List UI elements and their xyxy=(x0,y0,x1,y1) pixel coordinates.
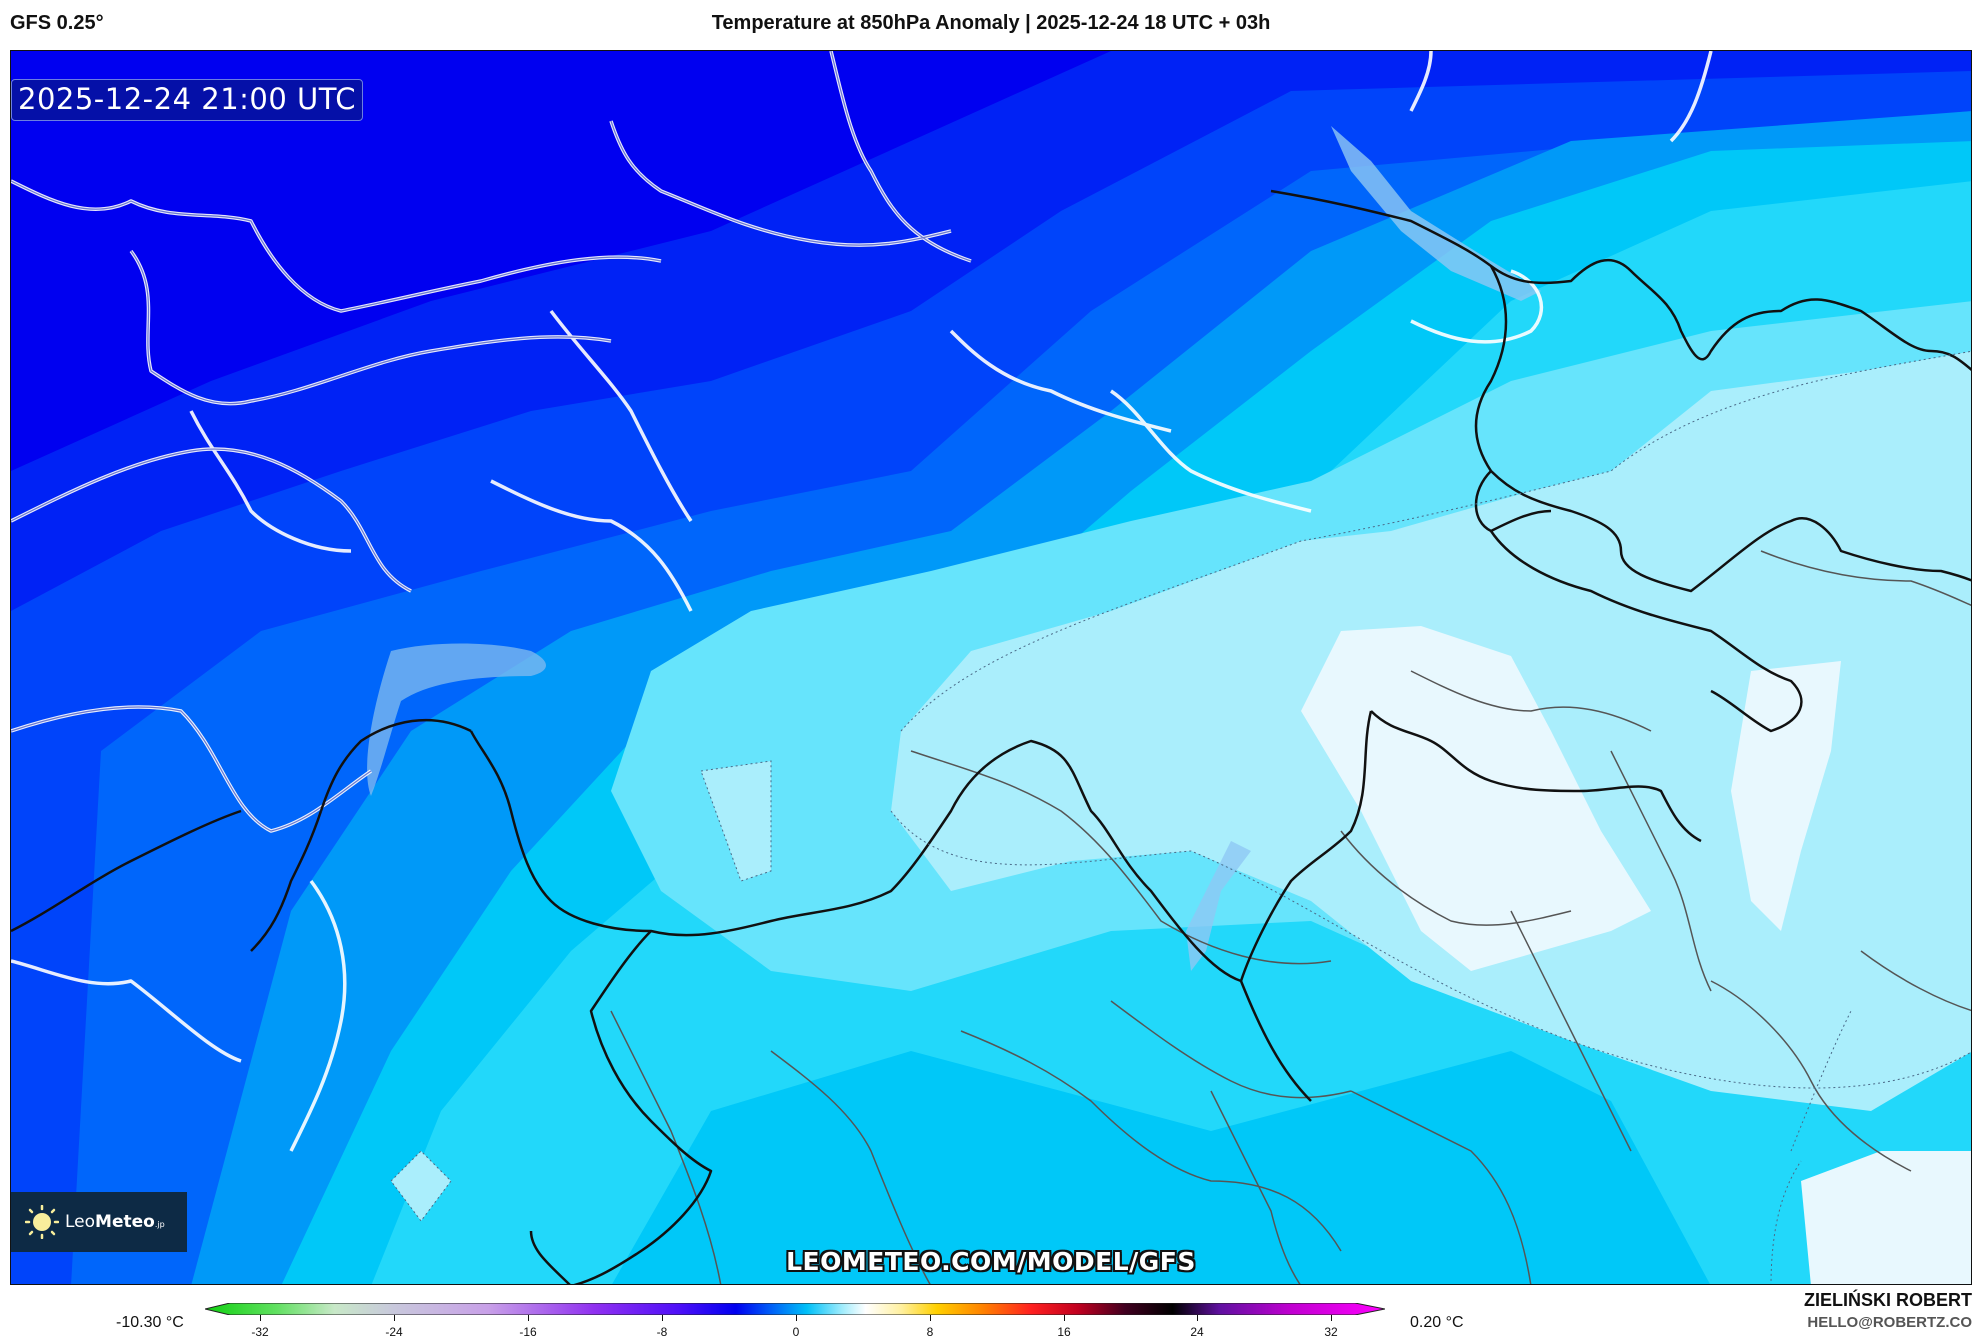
colorbar-max-label: 0.20 °C xyxy=(1410,1314,1464,1331)
colorbar xyxy=(205,1303,1385,1315)
colorbar-tick-label: -16 xyxy=(519,1325,537,1339)
colorbar-tick-label: 32 xyxy=(1324,1325,1338,1339)
temperature-anomaly-field xyxy=(11,51,1971,1284)
site-watermark: LEOMETEO.COM/MODEL/GFS xyxy=(786,1247,1196,1276)
model-label: GFS 0.25° xyxy=(10,12,104,34)
colorbar-tick xyxy=(1064,1315,1065,1321)
colorbar-tick xyxy=(1197,1315,1198,1321)
valid-time-badge: 2025-12-24 21:00 UTC xyxy=(11,79,364,121)
colorbar-tick-label: -8 xyxy=(656,1325,668,1339)
colorbar-tick-label: -24 xyxy=(385,1325,403,1339)
colorbar-tick xyxy=(1331,1315,1332,1321)
logo-wordmark: LeoMeteo.jp xyxy=(65,1212,165,1232)
leometeo-logo[interactable]: LeoMeteo.jp xyxy=(11,1192,187,1252)
logo-text-bold: Meteo xyxy=(95,1212,155,1232)
colorbar-tick xyxy=(394,1315,395,1321)
colorbar-tick-label: 24 xyxy=(1190,1325,1204,1339)
colorbar-tick xyxy=(260,1315,261,1321)
colorbar-tick-label: 0 xyxy=(792,1325,800,1339)
colorbar-tick xyxy=(796,1315,797,1321)
author-email[interactable]: HELLO@ROBERTZ.CO xyxy=(1807,1314,1972,1331)
chart-title: Temperature at 850hPa Anomaly | 2025-12-… xyxy=(711,12,1271,34)
colorbar-tick xyxy=(662,1315,663,1321)
logo-suffix: .jp xyxy=(154,1220,165,1229)
logo-text-light: Leo xyxy=(65,1212,96,1232)
sun-icon xyxy=(25,1205,59,1239)
colorbar-tick xyxy=(930,1315,931,1321)
colorbar-tick-label: 8 xyxy=(926,1325,934,1339)
colorbar-tick xyxy=(528,1315,529,1321)
colorbar-tick-label: 16 xyxy=(1057,1325,1071,1339)
colorbar-tick-label: -32 xyxy=(251,1325,269,1339)
map-panel[interactable]: 2025-12-24 21:00 UTC LeoMeteo.jp LEOMETE… xyxy=(10,50,1972,1285)
author-name: ZIELIŃSKI ROBERT xyxy=(1803,1290,1972,1310)
colorbar-min-label: -10.30 °C xyxy=(116,1314,184,1331)
author-credit: ZIELIŃSKI ROBERT HELLO@ROBERTZ.CO xyxy=(1804,1290,1972,1331)
